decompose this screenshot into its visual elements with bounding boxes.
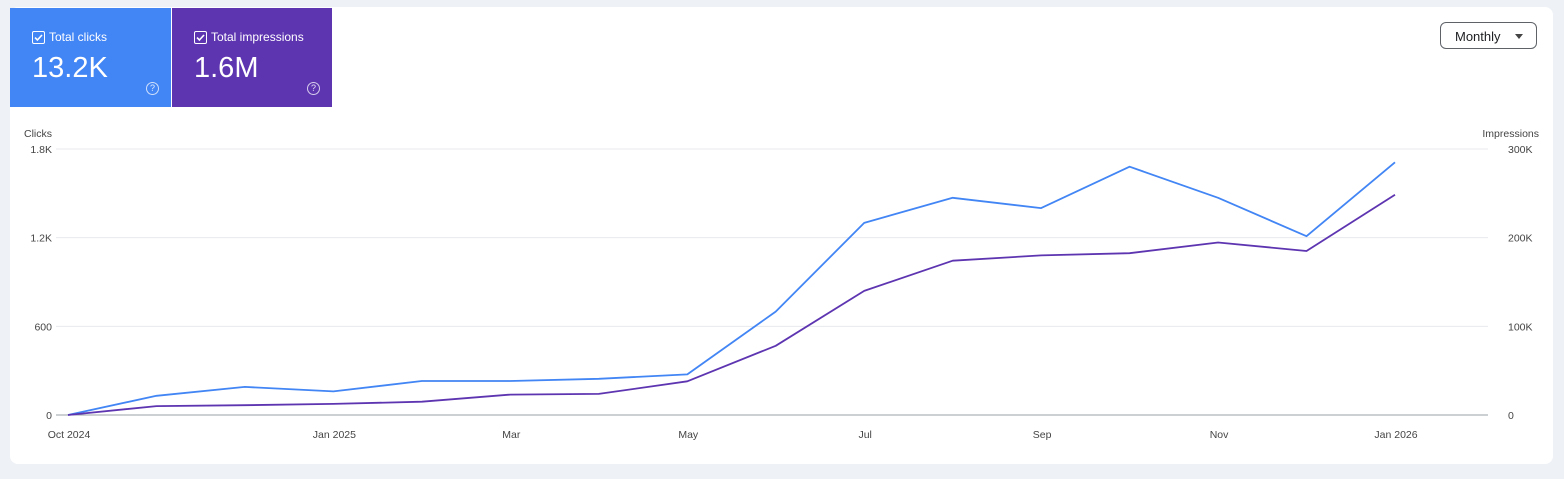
y-left-tick-label: 1.2K: [30, 233, 52, 245]
x-tick-label: May: [678, 429, 699, 441]
help-icon[interactable]: ?: [307, 82, 320, 95]
chevron-down-icon: [1515, 34, 1523, 39]
period-dropdown[interactable]: Monthly: [1440, 22, 1537, 49]
x-tick-label: Jan 2026: [1374, 429, 1417, 441]
total-clicks-value: 13.2K: [32, 52, 108, 84]
x-tick-label: Mar: [502, 429, 521, 441]
y-right-tick-label: 0: [1508, 410, 1514, 422]
y-left-axis-title: Clicks: [24, 128, 52, 140]
x-tick-label: Oct 2024: [48, 429, 91, 441]
series-line-impressions: [67, 193, 1396, 416]
total-clicks-card[interactable]: Total clicks 13.2K ?: [10, 8, 171, 107]
total-impressions-card[interactable]: Total impressions 1.6M ?: [172, 8, 332, 107]
x-tick-label: Jul: [858, 429, 871, 441]
y-right-tick-label: 300K: [1508, 144, 1533, 156]
y-right-axis-title: Impressions: [1482, 128, 1539, 140]
total-impressions-label: Total impressions: [211, 30, 304, 44]
total-clicks-label: Total clicks: [49, 30, 108, 44]
y-left-tick-label: 0: [46, 410, 52, 422]
y-left-tick-label: 1.8K: [30, 144, 52, 156]
checkbox-checked-icon[interactable]: [32, 31, 45, 44]
y-right-tick-label: 200K: [1508, 233, 1533, 245]
y-right-tick-label: 100K: [1508, 321, 1533, 333]
period-dropdown-label: Monthly: [1455, 29, 1501, 44]
series-line-clicks: [67, 161, 1396, 416]
y-left-tick-label: 600: [34, 321, 52, 333]
checkbox-checked-icon[interactable]: [194, 31, 207, 44]
x-tick-label: Nov: [1210, 429, 1229, 441]
x-tick-label: Jan 2025: [313, 429, 356, 441]
x-tick-label: Sep: [1033, 429, 1052, 441]
total-impressions-value: 1.6M: [194, 52, 259, 84]
help-icon[interactable]: ?: [146, 82, 159, 95]
